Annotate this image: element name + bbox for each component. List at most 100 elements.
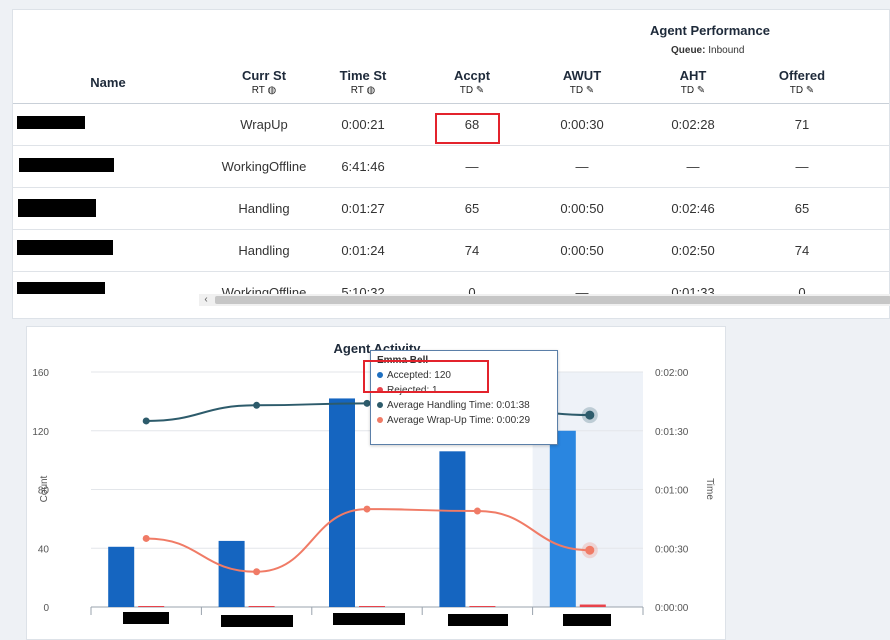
tooltip-row: Accepted: 120 [377, 368, 551, 383]
avg-wrapup-time-point [253, 568, 261, 576]
agent-performance-panel: Agent Performance Queue: Inbound Name Cu… [12, 9, 890, 319]
redacted-x-label [123, 612, 169, 624]
realtime-icon: ◍ [267, 85, 277, 96]
redacted-x-label [448, 614, 508, 626]
column-header-offered[interactable]: Offered TD ✎ [778, 68, 826, 96]
bar-rejected [138, 606, 165, 607]
accepted-cell: 68 [464, 117, 480, 132]
aht-cell: — [686, 159, 700, 174]
avg-handling-time-point [253, 401, 261, 409]
y-axis-title: Count [39, 475, 50, 502]
y2-tick-label: 0:00:00 [655, 603, 689, 614]
table-row[interactable]: WorkingOffline 5:10:32 0 — 0:01:33 0 [13, 272, 889, 294]
edit-icon: ✎ [585, 85, 595, 96]
offered-cell: 71 [794, 117, 810, 132]
awut-cell: — [575, 285, 589, 294]
offered-cell: 65 [794, 201, 810, 216]
bar-rejected [248, 606, 275, 607]
avg-wrapup-time-point [473, 507, 481, 515]
aht-cell: 0:01:33 [671, 285, 715, 294]
redacted-x-label [563, 614, 611, 626]
y-tick-label: 120 [32, 427, 49, 438]
highlight-box [363, 360, 489, 393]
bar-accepted [329, 398, 355, 607]
y-tick-label: 40 [38, 544, 50, 555]
table-row[interactable]: WrapUp 0:00:21 68 0:00:30 0:02:28 71 [13, 104, 889, 146]
accepted-cell: 74 [464, 243, 480, 258]
tooltip-row: Average Wrap-Up Time: 0:00:29 [377, 413, 551, 428]
column-header-accpt[interactable]: Accpt TD ✎ [453, 68, 491, 96]
time-state-cell: 5:10:32 [341, 285, 385, 294]
avg-wrapup-time-point [585, 545, 595, 555]
curr-state-cell: Handling [238, 201, 290, 216]
highlight-box [435, 113, 500, 144]
avg-handling-time-point [585, 410, 595, 420]
y-tick-label: 0 [43, 603, 49, 614]
redacted-x-label [221, 615, 293, 627]
redacted-name [17, 240, 113, 255]
y-tick-label: 80 [38, 486, 50, 497]
awut-cell: — [575, 159, 589, 174]
bar-rejected [579, 604, 606, 607]
aht-cell: 0:02:50 [671, 243, 715, 258]
series-dot-icon [377, 402, 383, 409]
redacted-name [19, 158, 114, 172]
redacted-x-label [333, 613, 405, 625]
table-row[interactable]: WorkingOffline 6:41:46 — — — — [13, 146, 889, 188]
horizontal-scrollbar[interactable]: ‹ [199, 294, 890, 306]
aht-cell: 0:02:28 [671, 117, 715, 132]
curr-state-cell: Handling [238, 243, 290, 258]
column-header-time-st[interactable]: Time St RT ◍ [339, 68, 387, 96]
column-header-name[interactable]: Name [90, 75, 126, 90]
awut-cell: 0:00:50 [560, 201, 604, 216]
redacted-name [17, 282, 105, 294]
tooltip-row: Rejected: 1 [377, 383, 551, 398]
avg-wrapup-time-point [363, 505, 371, 513]
column-header-awut[interactable]: AWUT TD ✎ [562, 68, 602, 96]
y2-tick-label: 0:02:00 [655, 368, 689, 379]
y2-tick-label: 0:01:00 [655, 486, 689, 497]
curr-state-cell: WorkingOffline [221, 285, 307, 294]
awut-cell: 0:00:30 [560, 117, 604, 132]
bar-accepted [218, 540, 245, 607]
accepted-cell: — [465, 159, 479, 174]
time-state-cell: 0:01:27 [341, 201, 385, 216]
series-dot-icon [377, 417, 383, 424]
table-row[interactable]: Handling 0:01:27 65 0:00:50 0:02:46 65 [13, 188, 889, 230]
offered-cell: 0 [798, 285, 806, 294]
awut-cell: 0:00:50 [560, 243, 604, 258]
accepted-cell: 65 [464, 201, 480, 216]
time-state-cell: 0:01:24 [341, 243, 385, 258]
scroll-left-icon[interactable]: ‹ [204, 294, 208, 305]
aht-cell: 0:02:46 [671, 201, 715, 216]
bar-accepted [108, 546, 135, 607]
edit-icon: ✎ [805, 85, 815, 96]
edit-icon: ✎ [475, 85, 485, 96]
curr-state-cell: WorkingOffline [221, 159, 307, 174]
curr-state-cell: WrapUp [240, 117, 288, 132]
edit-icon: ✎ [696, 85, 706, 96]
accepted-cell: 0 [468, 285, 476, 294]
series-dot-icon [377, 372, 383, 379]
table-row[interactable]: Handling 0:01:24 74 0:00:50 0:02:50 74 [13, 230, 889, 272]
agent-activity-panel: Agent Activity 0 40 80 120 160 0:00:00 0:00:30… [26, 326, 726, 640]
redacted-name [18, 199, 96, 217]
bar-rejected [359, 606, 385, 607]
tooltip-row: Average Handling Time: 0:01:38 [377, 398, 551, 413]
offered-cell: 74 [794, 243, 810, 258]
series-dot-icon [377, 387, 383, 394]
scroll-thumb[interactable] [215, 296, 890, 304]
y-tick-label: 160 [32, 368, 49, 379]
header-divider [13, 103, 889, 104]
column-header-curr-st[interactable]: Curr St RT ◍ [241, 68, 287, 96]
avg-wrapup-time-line [146, 508, 590, 573]
bar-accepted [439, 451, 466, 607]
avg-handling-time-point [363, 399, 371, 407]
redacted-name [17, 116, 85, 129]
time-state-cell: 6:41:46 [341, 159, 385, 174]
offered-cell: — [795, 159, 809, 174]
time-state-cell: 0:00:21 [341, 117, 385, 132]
column-header-aht[interactable]: AHT TD ✎ [679, 68, 707, 96]
bar-rejected [469, 606, 496, 607]
bar-accepted [549, 430, 576, 607]
